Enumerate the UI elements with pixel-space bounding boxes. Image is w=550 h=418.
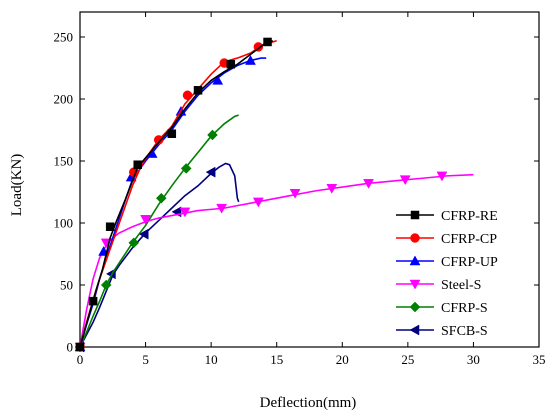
x-tick-label: 15 bbox=[270, 352, 283, 367]
data-point-cfrp-s bbox=[155, 192, 167, 204]
data-point-steel-s bbox=[436, 171, 448, 182]
series-cfrp-s bbox=[74, 114, 239, 353]
data-point-sfcb-s bbox=[205, 166, 216, 178]
data-point-cfrp-re bbox=[75, 342, 85, 352]
data-point-cfrp-re bbox=[88, 296, 98, 306]
legend-marker bbox=[410, 233, 420, 243]
y-tick-label: 50 bbox=[60, 278, 73, 293]
legend-item-sfcb-s: SFCB-S bbox=[396, 324, 488, 339]
legend-item-cfrp-s: CFRP-S bbox=[396, 301, 488, 316]
y-tick-label: 0 bbox=[67, 340, 74, 355]
data-point-cfrp-s bbox=[128, 237, 140, 249]
data-point-steel-s bbox=[179, 207, 191, 218]
legend-marker bbox=[409, 324, 420, 336]
legend-marker bbox=[409, 279, 421, 290]
x-tick-label: 20 bbox=[336, 352, 349, 367]
y-tick-label: 250 bbox=[54, 30, 74, 45]
x-tick-label: 10 bbox=[205, 352, 218, 367]
x-tick-label: 5 bbox=[142, 352, 149, 367]
data-point-cfrp-re bbox=[105, 222, 115, 231]
legend-marker bbox=[410, 210, 420, 220]
data-point-cfrp-re bbox=[193, 86, 203, 95]
legend-marker bbox=[409, 255, 421, 266]
legend-label: SFCB-S bbox=[441, 324, 488, 339]
series-line-cfrp-up bbox=[79, 57, 267, 348]
series-line-cfrp-re bbox=[79, 39, 274, 348]
data-point-steel-s bbox=[140, 215, 151, 225]
series-line-cfrp-cp bbox=[79, 39, 277, 348]
plot-frame bbox=[79, 11, 540, 348]
data-point-cfrp-s bbox=[100, 279, 112, 291]
legend-item-steel-s: Steel-S bbox=[396, 278, 481, 293]
legend-label: CFRP-RE bbox=[441, 209, 498, 224]
y-tick-label: 150 bbox=[54, 154, 74, 169]
data-point-cfrp-cp bbox=[182, 90, 193, 101]
data-point-cfrp-cp bbox=[153, 135, 164, 145]
y-tick-label: 200 bbox=[54, 92, 74, 107]
data-point-steel-s bbox=[289, 188, 301, 199]
data-point-cfrp-re bbox=[133, 160, 142, 169]
legend-item-cfrp-re: CFRP-RE bbox=[396, 209, 498, 224]
series-cfrp-cp bbox=[75, 39, 277, 352]
data-point-steel-s bbox=[216, 203, 228, 214]
data-point-cfrp-re bbox=[226, 60, 236, 69]
data-point-cfrp-s bbox=[180, 163, 192, 174]
series-line-sfcb-s bbox=[79, 162, 240, 348]
data-point-cfrp-up bbox=[212, 74, 224, 85]
legend-item-cfrp-up: CFRP-UP bbox=[396, 255, 498, 270]
x-tick-label: 25 bbox=[401, 352, 414, 367]
series-cfrp-up bbox=[74, 55, 267, 352]
axes: 0 5 10 15 20 25 30 35 0 50 100 150 200 250 bbox=[54, 11, 546, 367]
data-point-cfrp-s bbox=[207, 129, 218, 141]
legend-label: Steel-S bbox=[441, 278, 481, 293]
x-axis-title: Deflection(mm) bbox=[260, 395, 357, 411]
legend-label: CFRP-S bbox=[441, 301, 488, 316]
data-point-steel-s bbox=[252, 197, 264, 208]
legend-label: CFRP-CP bbox=[441, 232, 497, 247]
data-point-sfcb-s bbox=[138, 228, 149, 240]
legend-marker bbox=[409, 301, 421, 313]
x-tick-label: 30 bbox=[467, 352, 480, 367]
legend: CFRP-RE CFRP-CP CFRP-UP Steel-S CFRP-S SFCB-S bbox=[396, 209, 498, 339]
series-cfrp-re bbox=[75, 37, 274, 352]
legend-label: CFRP-UP bbox=[441, 255, 498, 270]
data-point-cfrp-re bbox=[263, 37, 272, 47]
series-layer bbox=[74, 37, 474, 353]
x-tick-label: 0 bbox=[77, 352, 84, 367]
y-tick-label: 100 bbox=[54, 216, 74, 231]
data-point-cfrp-up bbox=[245, 55, 256, 65]
y-axis-title: Load(KN) bbox=[9, 154, 25, 216]
data-point-steel-s bbox=[363, 179, 374, 189]
x-tick-label: 35 bbox=[533, 352, 546, 367]
data-point-cfrp-re bbox=[167, 129, 177, 138]
series-line-cfrp-s bbox=[79, 114, 239, 348]
data-point-steel-s bbox=[399, 175, 411, 186]
data-point-steel-s bbox=[326, 184, 338, 194]
legend-item-cfrp-cp: CFRP-CP bbox=[396, 232, 497, 247]
